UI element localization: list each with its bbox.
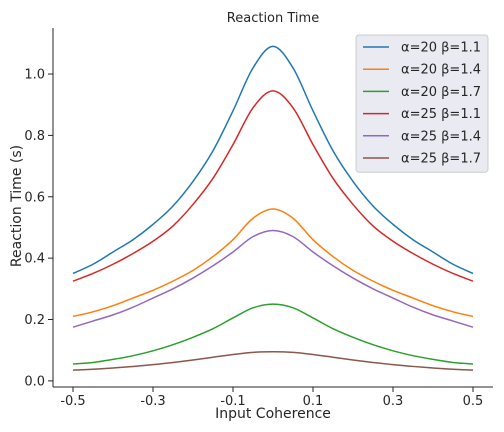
y-tick-label: 0.2	[24, 313, 45, 328]
legend-label: α=25 β=1.7	[401, 152, 481, 167]
legend: α=20 β=1.1 α=20 β=1.4 α=20 β=1.7 α=25 β=1.1…	[355, 34, 489, 173]
series-line-3	[72, 303, 474, 365]
plot-lines	[72, 45, 474, 371]
x-tick-label: 0.1	[303, 394, 324, 409]
y-axis-ticks: 0.0 0.2 0.4 0.6 0.8 1.0	[24, 68, 53, 389]
y-tick-label: 0.0	[24, 374, 45, 389]
legend-label: α=25 β=1.1	[401, 107, 481, 122]
axes	[52, 28, 493, 388]
legend-label: α=20 β=1.7	[401, 85, 481, 100]
legend-label: α=20 β=1.4	[401, 63, 481, 78]
series-line-1	[72, 45, 474, 275]
x-axis-ticks: -0.5 -0.3 -0.1 0.1 0.3 0.5	[60, 387, 483, 409]
series-line-5	[72, 229, 474, 328]
y-tick-label: 0.8	[24, 129, 45, 144]
y-tick-label: 0.4	[24, 252, 45, 267]
legend-label: α=20 β=1.1	[401, 41, 481, 56]
x-tick-label: 0.5	[463, 394, 484, 409]
legend-label: α=25 β=1.4	[401, 129, 481, 144]
x-tick-label: -0.3	[140, 394, 165, 409]
series-line-2	[72, 208, 474, 318]
y-tick-label: 0.6	[24, 190, 45, 205]
chart-title: Reaction Time	[227, 11, 319, 26]
x-tick-label: 0.3	[383, 394, 404, 409]
series-line-6	[72, 350, 474, 371]
series-line-4	[72, 90, 474, 282]
x-tick-label: -0.5	[60, 394, 85, 409]
x-axis-label: Input Coherence	[215, 406, 331, 422]
y-axis-label: Reaction Time (s)	[9, 145, 25, 267]
y-tick-label: 1.0	[24, 68, 45, 83]
x-tick-label: -0.1	[220, 394, 245, 409]
